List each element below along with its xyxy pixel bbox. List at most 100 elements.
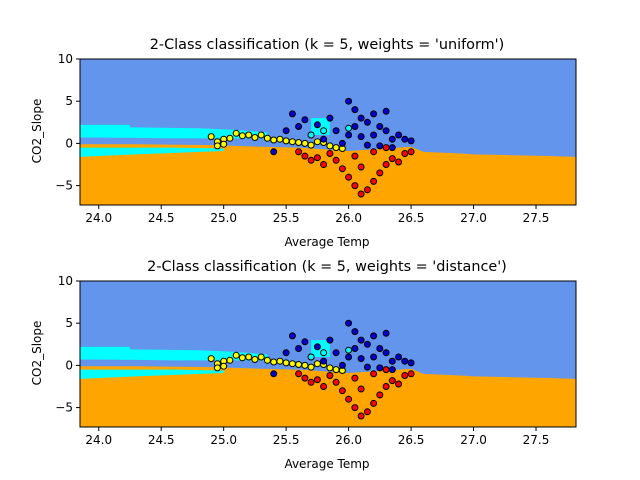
data-point [357, 385, 365, 393]
region-cyan [311, 118, 330, 135]
data-point [345, 346, 353, 354]
data-point [295, 345, 303, 352]
region-cyan [80, 147, 224, 157]
data-point [288, 138, 296, 146]
data-point [288, 332, 296, 340]
data-point [407, 359, 415, 367]
data-point [263, 356, 271, 364]
data-point [213, 142, 221, 150]
data-point [282, 127, 290, 135]
data-point [382, 329, 390, 337]
data-point [313, 360, 321, 368]
data-point [320, 357, 328, 365]
region-cyan [80, 346, 268, 361]
data-point [295, 139, 303, 146]
data-point [407, 370, 415, 378]
x-tick-label: 27.5 [523, 433, 550, 447]
x-tick-label: 25.5 [273, 433, 300, 447]
data-point [345, 353, 353, 361]
data-point [376, 345, 384, 352]
x-axis-label: Average Temp [284, 235, 369, 249]
x-tick-label: 25.0 [210, 433, 237, 447]
data-point [370, 353, 378, 361]
data-point [332, 144, 340, 152]
subplot-uniform: 2-Class classification (k = 5, weights =… [30, 37, 577, 249]
data-point [220, 140, 228, 148]
data-point [363, 408, 371, 416]
data-point [395, 131, 403, 139]
data-point [326, 364, 334, 372]
data-point [307, 378, 315, 386]
data-point [245, 353, 253, 361]
data-point [407, 137, 415, 145]
y-tick-label: 0 [65, 136, 73, 150]
data-point [363, 340, 371, 348]
data-point [357, 355, 365, 363]
data-point [295, 370, 303, 378]
data-point [351, 182, 359, 190]
data-point [282, 137, 290, 145]
data-point [376, 364, 384, 372]
x-tick-label: 25.0 [210, 211, 237, 225]
data-point [345, 97, 353, 105]
data-point [338, 139, 346, 147]
region-cyan [80, 124, 268, 139]
data-point [276, 135, 284, 143]
y-tick-label: −5 [55, 179, 73, 193]
data-point [401, 372, 409, 379]
data-point [345, 131, 353, 139]
y-tick-label: −5 [55, 401, 73, 415]
data-point [295, 148, 303, 156]
axes-frame [79, 58, 577, 206]
data-point [382, 349, 390, 357]
data-point [370, 131, 378, 139]
data-point [251, 134, 259, 141]
data-point [351, 328, 359, 336]
data-point [282, 359, 290, 367]
data-point [213, 364, 221, 372]
region-lower [80, 144, 576, 205]
data-point [395, 380, 403, 388]
data-point [238, 354, 246, 362]
data-point [307, 363, 315, 371]
data-point [332, 156, 340, 164]
x-tick-label: 26.5 [398, 433, 425, 447]
data-point [238, 132, 246, 140]
chart-title: 2-Class classification (k = 5, weights =… [147, 259, 507, 275]
data-point [357, 163, 365, 171]
data-point [313, 154, 321, 162]
data-point [395, 158, 403, 166]
data-point [388, 366, 396, 374]
data-point [313, 138, 321, 146]
data-point [295, 123, 303, 130]
data-point [345, 395, 353, 403]
data-point [301, 139, 309, 147]
x-tick-label: 26.5 [398, 211, 425, 225]
data-point [388, 377, 396, 385]
data-point [382, 144, 390, 152]
data-point [388, 144, 396, 152]
data-point [407, 148, 415, 156]
data-point [351, 106, 359, 114]
data-point [388, 357, 396, 365]
data-point [313, 376, 321, 384]
data-point [307, 353, 315, 361]
data-point [295, 361, 303, 368]
data-point [363, 141, 371, 149]
data-point [370, 399, 378, 407]
data-point [376, 142, 384, 150]
data-point [370, 110, 378, 118]
axes: 24.0 24.5 25.0 25.5 26.0 26.5 27.0 27.5 10 5 0 −5 [55, 52, 577, 225]
data-point [320, 383, 328, 390]
data-point [357, 114, 365, 122]
data-point [401, 357, 409, 365]
data-point [332, 349, 340, 357]
data-point [207, 355, 215, 363]
data-point [363, 186, 371, 194]
data-point [363, 118, 371, 126]
y-tick-label: 10 [58, 274, 73, 288]
data-point [338, 361, 346, 369]
data-point [338, 387, 346, 395]
y-tick-label: 5 [65, 94, 73, 108]
